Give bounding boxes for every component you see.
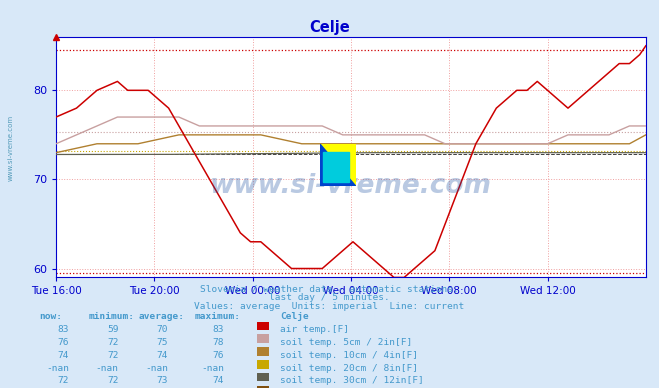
Text: soil temp. 30cm / 12in[F]: soil temp. 30cm / 12in[F]	[280, 376, 424, 385]
Polygon shape	[320, 144, 356, 186]
Text: minimum:: minimum:	[89, 312, 135, 321]
Text: 78: 78	[213, 338, 224, 347]
Text: 74: 74	[58, 351, 69, 360]
Text: 76: 76	[213, 351, 224, 360]
Polygon shape	[324, 152, 349, 182]
Text: www.si-vreme.com: www.si-vreme.com	[8, 114, 14, 180]
Text: 59: 59	[107, 325, 119, 334]
Text: average:: average:	[138, 312, 185, 321]
Text: maximum:: maximum:	[194, 312, 241, 321]
Text: -nan: -nan	[201, 364, 224, 372]
Text: Celje: Celje	[280, 312, 309, 321]
Text: last day / 5 minutes.: last day / 5 minutes.	[269, 293, 390, 302]
Text: 70: 70	[157, 325, 168, 334]
Text: 72: 72	[107, 376, 119, 385]
Text: 74: 74	[213, 376, 224, 385]
Text: 83: 83	[213, 325, 224, 334]
Text: 73: 73	[157, 376, 168, 385]
Text: www.si-vreme.com: www.si-vreme.com	[210, 173, 492, 199]
Text: 72: 72	[107, 338, 119, 347]
Polygon shape	[320, 144, 356, 186]
Text: Values: average  Units: imperial  Line: current: Values: average Units: imperial Line: cu…	[194, 302, 465, 311]
Text: 83: 83	[58, 325, 69, 334]
Text: Slovenia / weather data - automatic stations.: Slovenia / weather data - automatic stat…	[200, 284, 459, 293]
Text: -nan: -nan	[96, 364, 119, 372]
Text: -nan: -nan	[145, 364, 168, 372]
Text: soil temp. 20cm / 8in[F]: soil temp. 20cm / 8in[F]	[280, 364, 418, 372]
Text: -nan: -nan	[46, 364, 69, 372]
Text: air temp.[F]: air temp.[F]	[280, 325, 349, 334]
Text: 76: 76	[58, 338, 69, 347]
Text: Celje: Celje	[309, 20, 350, 35]
Text: 72: 72	[107, 351, 119, 360]
Text: 75: 75	[157, 338, 168, 347]
Text: now:: now:	[40, 312, 63, 321]
Text: soil temp. 10cm / 4in[F]: soil temp. 10cm / 4in[F]	[280, 351, 418, 360]
Text: soil temp. 5cm / 2in[F]: soil temp. 5cm / 2in[F]	[280, 338, 413, 347]
Text: 72: 72	[58, 376, 69, 385]
Text: 74: 74	[157, 351, 168, 360]
